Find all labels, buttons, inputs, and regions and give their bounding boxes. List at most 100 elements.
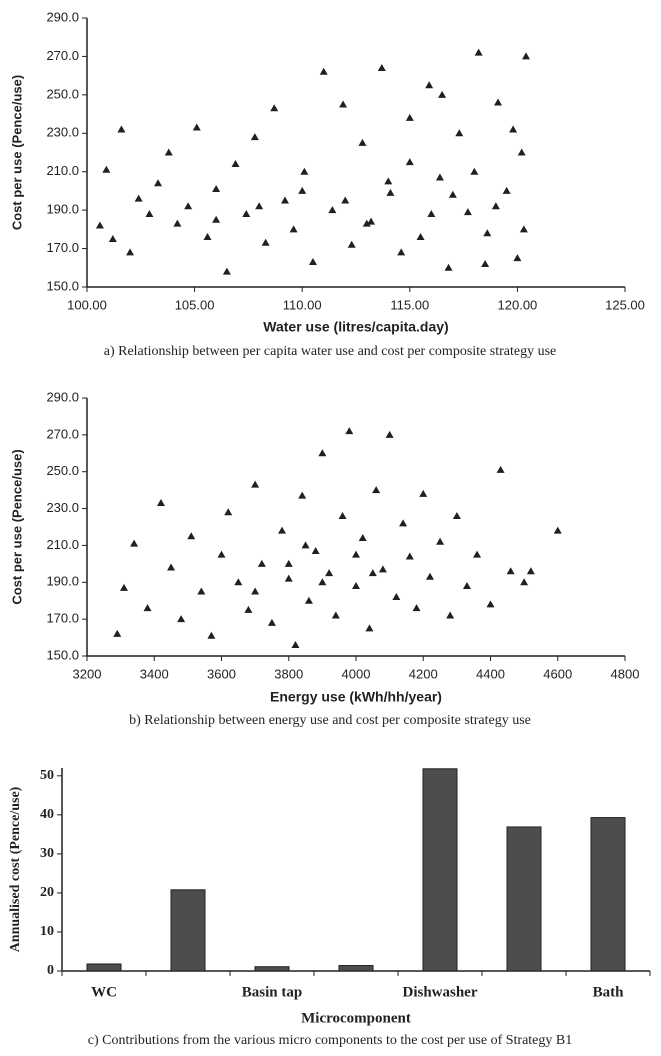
point bbox=[318, 449, 327, 457]
x-tick-label: 3200 bbox=[73, 666, 102, 681]
point bbox=[95, 221, 104, 229]
point bbox=[339, 100, 348, 108]
point bbox=[267, 618, 276, 626]
point bbox=[372, 486, 381, 494]
point bbox=[244, 605, 253, 613]
point bbox=[331, 611, 340, 619]
point bbox=[365, 624, 374, 632]
bar bbox=[86, 963, 122, 972]
y-tick-label: 150.0 bbox=[46, 647, 79, 662]
y-tick-label: 50 bbox=[40, 768, 54, 783]
point bbox=[255, 202, 264, 210]
point bbox=[184, 202, 193, 210]
point bbox=[113, 629, 122, 637]
point bbox=[486, 600, 495, 608]
point bbox=[126, 248, 135, 256]
point bbox=[167, 563, 176, 571]
point bbox=[173, 219, 182, 227]
y-tick-label: 190.0 bbox=[46, 202, 79, 217]
point bbox=[377, 63, 386, 71]
x-tick-label: Dishwasher bbox=[402, 984, 477, 1000]
point bbox=[473, 550, 482, 558]
point bbox=[117, 125, 126, 133]
y-tick-label: 30 bbox=[40, 846, 54, 861]
point bbox=[197, 587, 206, 595]
point bbox=[481, 259, 490, 267]
point bbox=[134, 194, 143, 202]
point bbox=[224, 508, 233, 516]
point bbox=[462, 581, 471, 589]
point bbox=[367, 217, 376, 225]
point bbox=[358, 534, 367, 542]
x-tick-label: 110.00 bbox=[283, 297, 322, 312]
y-tick-label: 20 bbox=[40, 885, 54, 900]
y-tick-label: 40 bbox=[40, 807, 54, 822]
point bbox=[102, 165, 111, 173]
point bbox=[436, 537, 445, 545]
bar bbox=[254, 966, 290, 972]
y-tick-label: 270.0 bbox=[46, 426, 79, 441]
point bbox=[130, 539, 139, 547]
point bbox=[280, 196, 289, 204]
x-tick-label: 3800 bbox=[274, 666, 303, 681]
y-tick-label: 270.0 bbox=[46, 48, 79, 63]
point bbox=[222, 267, 231, 275]
point bbox=[289, 225, 298, 233]
point bbox=[506, 567, 515, 575]
point bbox=[261, 238, 270, 246]
point bbox=[522, 52, 531, 60]
point bbox=[491, 202, 500, 210]
point bbox=[328, 206, 337, 214]
point bbox=[392, 593, 401, 601]
point bbox=[444, 263, 453, 271]
point bbox=[474, 48, 483, 56]
point bbox=[425, 572, 434, 580]
point bbox=[257, 559, 266, 567]
point bbox=[217, 550, 226, 558]
point bbox=[378, 565, 387, 573]
point bbox=[446, 611, 455, 619]
point bbox=[203, 233, 212, 241]
point bbox=[427, 209, 436, 217]
point bbox=[145, 209, 154, 217]
point bbox=[438, 90, 447, 98]
point bbox=[405, 158, 414, 166]
point bbox=[300, 167, 309, 175]
x-tick-label: 4000 bbox=[342, 666, 371, 681]
point bbox=[455, 129, 464, 137]
y-tick-label: 170.0 bbox=[46, 240, 79, 255]
x-tick-label: 3400 bbox=[140, 666, 169, 681]
x-tick-label: 4800 bbox=[611, 666, 640, 681]
point bbox=[278, 526, 287, 534]
point bbox=[405, 113, 414, 121]
point bbox=[284, 574, 293, 582]
point bbox=[212, 185, 221, 193]
point bbox=[341, 196, 350, 204]
y-tick-label: 230.0 bbox=[46, 125, 79, 140]
point bbox=[242, 209, 251, 217]
point bbox=[435, 173, 444, 181]
bar bbox=[506, 826, 542, 972]
point bbox=[416, 233, 425, 241]
x-tick-label: 105.00 bbox=[175, 297, 215, 312]
x-tick-label: 4400 bbox=[476, 666, 505, 681]
point bbox=[405, 552, 414, 560]
point bbox=[270, 104, 279, 112]
point bbox=[250, 133, 259, 141]
x-tick-label: 100.00 bbox=[67, 297, 107, 312]
point bbox=[517, 148, 526, 156]
x-tick-label: Bath bbox=[593, 984, 625, 1000]
point bbox=[301, 541, 310, 549]
point bbox=[470, 167, 479, 175]
y-tick-label: 190.0 bbox=[46, 574, 79, 589]
point bbox=[251, 587, 260, 595]
point bbox=[234, 578, 243, 586]
caption: c) Contributions from the various micro … bbox=[88, 1033, 572, 1048]
bar bbox=[422, 768, 458, 972]
point bbox=[526, 567, 535, 575]
point bbox=[311, 546, 320, 554]
point bbox=[345, 427, 354, 435]
point bbox=[164, 148, 173, 156]
point bbox=[362, 219, 371, 227]
